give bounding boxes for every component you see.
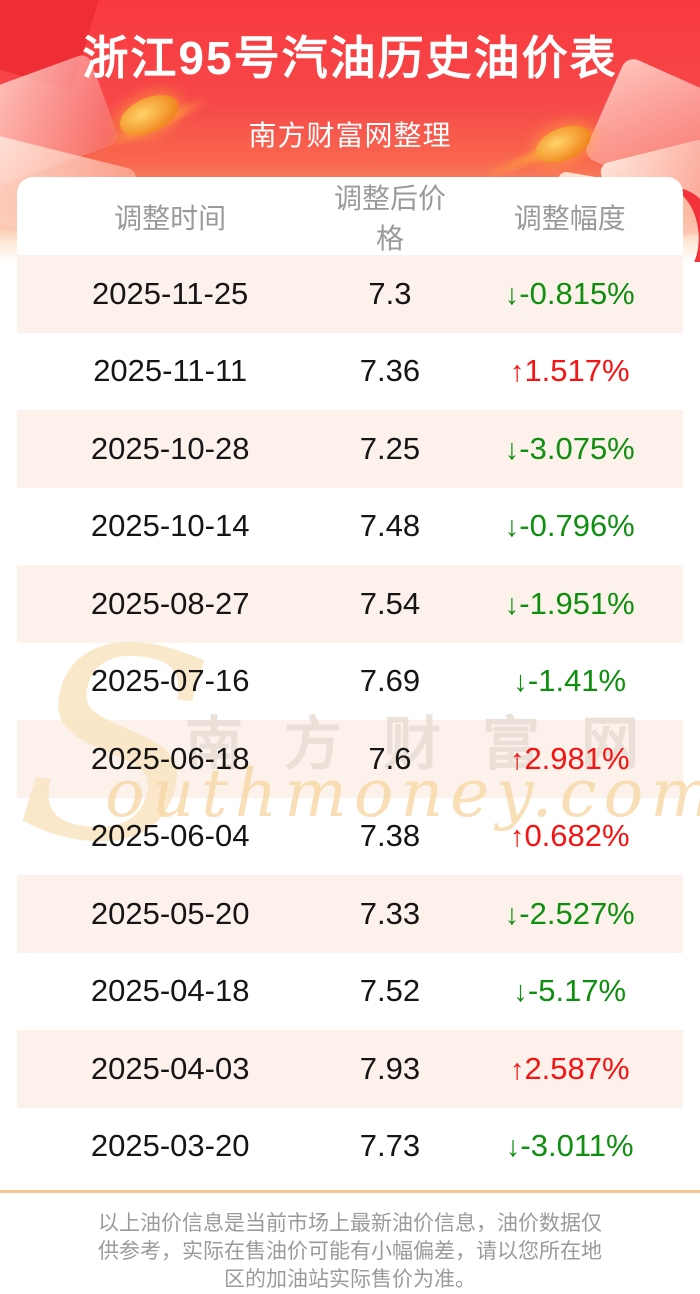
cell-adjusted-price: 7.69 [359,663,421,699]
change-value: -3.011% [520,1128,634,1164]
trend-arrow-icon: ↓ [504,433,520,466]
trend-arrow-icon: ↓ [504,898,520,931]
cell-adjust-range: ↓-0.796% [457,508,683,544]
change-value: -1.41% [527,663,627,699]
price-table-card: 调整时间 调整后价格 调整幅度 2025-11-25 7.3 ↓-0.815% … [7,177,700,1185]
cell-adjust-range: ↓-1.951% [457,586,683,622]
change-value: 2.981% [524,740,630,776]
cell-adjust-range: ↑1.517% [457,353,683,389]
cell-adjust-date: 2025-03-20 [90,1128,250,1164]
table-row: 2025-04-03 7.93 ↑2.587% [17,1030,683,1108]
cell-adjust-date: 2025-06-18 [90,740,250,776]
table-row: 2025-05-20 7.33 ↓-2.527% [17,875,683,953]
cell-adjusted-price: 7.54 [359,585,421,621]
cell-adjusted-price: 7.38 [359,818,421,854]
cell-adjust-date: 2025-10-14 [90,508,250,544]
table-row: 2025-06-04 7.38 ↑0.682% [17,798,683,876]
cell-adjust-range: ↑2.587% [457,1051,683,1087]
cell-adjust-date: 2025-05-20 [90,895,250,931]
change-value: 1.517% [524,353,630,389]
change-value: -1.951% [519,585,635,621]
cell-adjust-date: 2025-11-11 [93,353,248,389]
cell-adjust-range: ↑2.981% [457,741,683,777]
cell-adjust-range: ↓-3.011% [457,1128,683,1164]
page-title: 浙江95号汽油历史油价表 [82,32,618,84]
cell-adjusted-price: 7.52 [359,973,421,1009]
trend-arrow-icon: ↑ [509,356,525,389]
cell-adjust-date: 2025-07-16 [90,663,250,699]
change-value: -0.796% [519,508,635,544]
table-header-row: 调整时间 调整后价格 调整幅度 [17,177,683,255]
cell-adjusted-price: 7.73 [359,1128,421,1164]
change-value: -0.815% [519,275,635,311]
trend-arrow-icon: ↓ [513,666,528,699]
cell-adjust-range: ↓-3.075% [457,431,683,467]
cell-adjusted-price: 7.48 [359,508,421,544]
table-row: 2025-06-18 7.6 ↑2.981% [17,720,683,798]
footer-divider [0,1190,700,1193]
table-row: 2025-04-18 7.52 ↓-5.17% [17,953,683,1031]
cell-adjust-date: 2025-08-27 [90,585,250,621]
cell-adjusted-price: 7.3 [368,275,412,311]
cell-adjust-date: 2025-04-03 [90,1050,250,1086]
table-row: 2025-07-16 7.69 ↓-1.41% [17,643,683,721]
cell-adjust-range: ↓-5.17% [457,973,683,1009]
change-value: -3.075% [519,430,635,466]
change-value: 2.587% [524,1050,630,1086]
table-row: 2025-11-11 7.36 ↑1.517% [17,333,683,411]
change-value: -2.527% [519,895,635,931]
table-body: 2025-11-25 7.3 ↓-0.815% 2025-11-11 7.36 … [17,255,683,1185]
table-row: 2025-10-28 7.25 ↓-3.075% [17,410,683,488]
cell-adjust-date: 2025-11-25 [92,275,249,311]
table-row: 2025-03-20 7.73 ↓-3.011% [17,1108,683,1186]
cell-adjust-date: 2025-06-04 [90,818,250,854]
cell-adjust-range: ↑0.682% [457,818,683,854]
trend-arrow-icon: ↓ [504,511,520,544]
trend-arrow-icon: ↓ [505,1131,521,1164]
cell-adjust-date: 2025-04-18 [90,973,250,1009]
cell-adjusted-price: 7.36 [359,353,421,389]
table-row: 2025-11-25 7.3 ↓-0.815% [17,255,683,333]
column-header-adjust-range: 调整幅度 [513,203,626,234]
trend-arrow-icon: ↓ [504,278,520,311]
trend-arrow-icon: ↑ [509,1053,525,1086]
disclaimer-text: 以上油价信息是当前市场上最新油价信息，油价数据仅供参考，实际在售油价可能有小幅偏… [98,1212,602,1291]
cell-adjust-range: ↓-0.815% [457,276,683,312]
cell-adjusted-price: 7.25 [359,430,421,466]
table-row: 2025-10-14 7.48 ↓-0.796% [17,488,683,566]
cell-adjust-range: ↓-2.527% [457,896,683,932]
cell-adjust-range: ↓-1.41% [457,663,683,699]
footer: 以上油价信息是当前市场上最新油价信息，油价数据仅供参考，实际在售油价可能有小幅偏… [0,1190,700,1294]
trend-arrow-icon: ↓ [513,976,528,1009]
table-row: 2025-08-27 7.54 ↓-1.951% [17,565,683,643]
page-subtitle: 南方财富网整理 [248,120,452,151]
change-value: -5.17% [527,973,627,1009]
trend-arrow-icon: ↓ [504,588,520,621]
column-header-adjusted-price: 调整后价格 [333,183,446,254]
cell-adjust-date: 2025-10-28 [90,430,250,466]
cell-adjusted-price: 7.33 [359,895,421,931]
column-header-adjust-date: 调整时间 [114,203,227,234]
change-value: 0.682% [524,818,630,854]
trend-arrow-icon: ↑ [509,821,525,854]
cell-adjusted-price: 7.93 [359,1050,421,1086]
trend-arrow-icon: ↑ [509,743,525,776]
cell-adjusted-price: 7.6 [368,740,412,776]
